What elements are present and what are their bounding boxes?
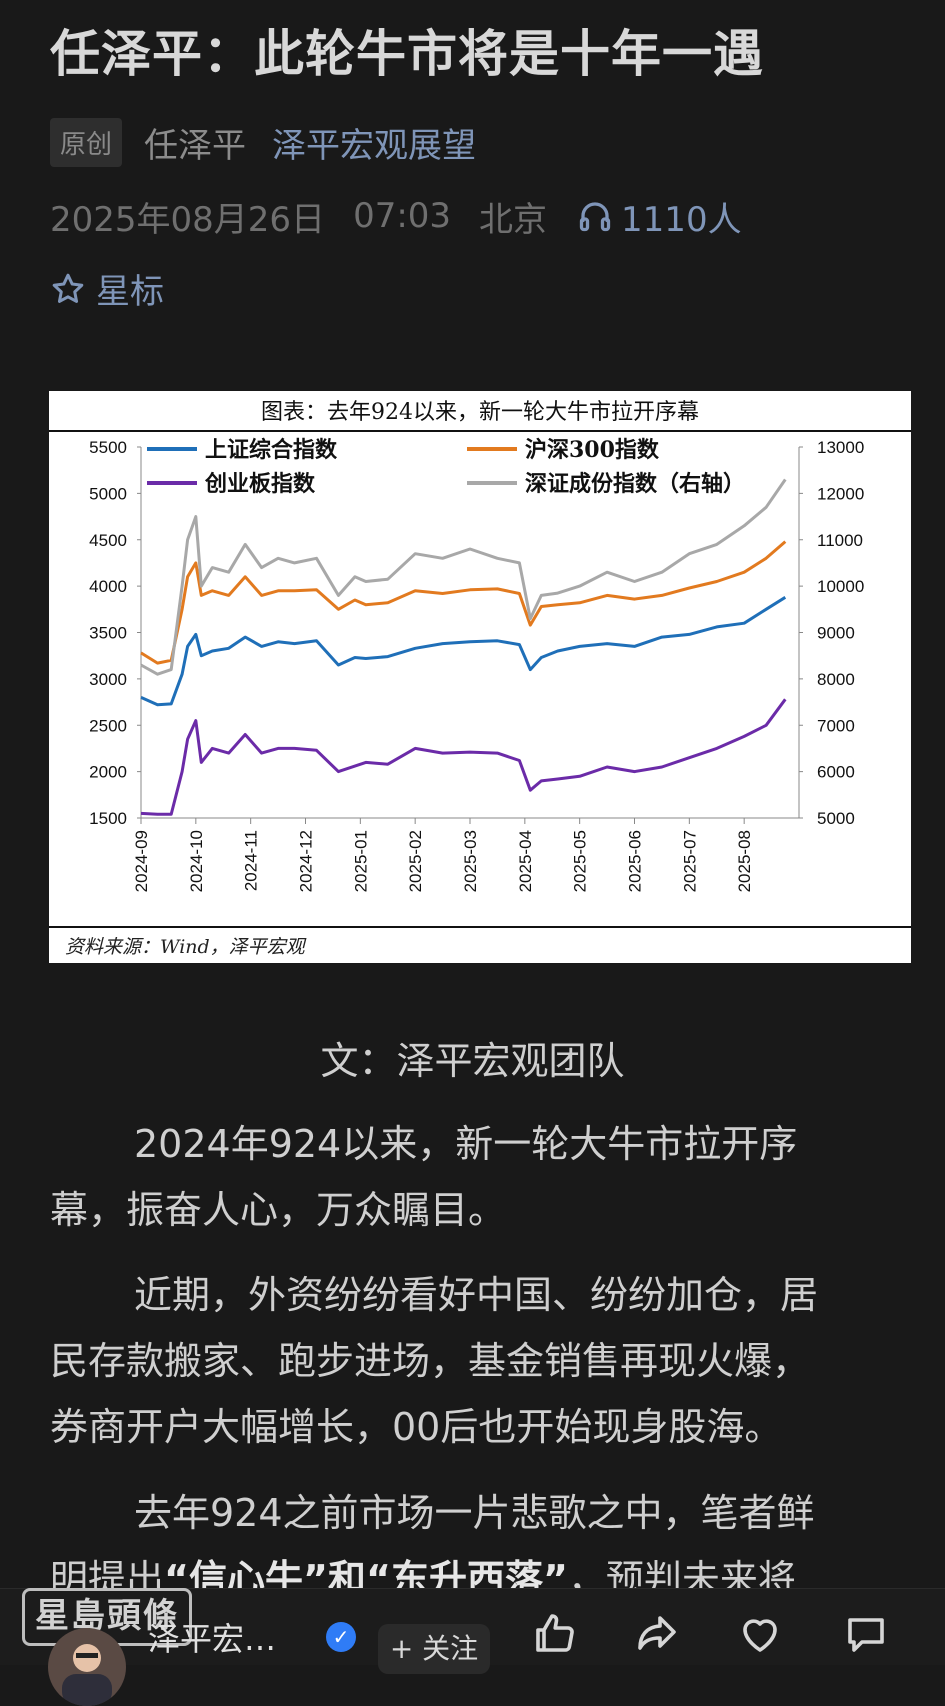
y-right-tick-label: 11000 (817, 531, 863, 550)
chart-caption: 图表：去年924以来，新一轮大牛市拉开序幕 (261, 400, 699, 425)
share-icon[interactable] (632, 1610, 680, 1658)
y-right-tick-label: 6000 (817, 763, 855, 782)
series-line-0 (140, 596, 787, 707)
verified-icon: ✓ (326, 1622, 356, 1652)
account-link[interactable]: 泽平宏观展望 (272, 125, 477, 166)
chart-source: 资料来源：Wind，泽平宏观 (65, 936, 307, 958)
y-left-tick-label: 2500 (89, 716, 127, 735)
paragraph-2: 近期，外资纷纷看好中国、纷纷加仓，居 民存款搬家、跑步进场，基金销售再现火爆， … (50, 1262, 910, 1460)
y-right-tick-label: 13000 (817, 438, 864, 457)
publish-date: 2025年08月26日 (50, 199, 326, 240)
x-tick-label: 2024-10 (187, 830, 206, 892)
x-tick-label: 2025-03 (461, 830, 480, 892)
legend-label-3: 深证成份指数（右轴） (525, 471, 745, 497)
follow-button[interactable]: + 关注 (378, 1624, 490, 1674)
y-right-tick-label: 5000 (817, 809, 855, 828)
index-chart: 图表：去年924以来，新一轮大牛市拉开序幕 资料来源：Wind，泽平宏观 150… (49, 400, 911, 958)
x-tick-label: 2025-08 (735, 830, 754, 892)
x-tick-label: 2025-02 (406, 830, 425, 892)
star-button[interactable]: 星标 (50, 264, 164, 313)
y-right-tick-label: 10000 (817, 577, 864, 596)
legend-label-0: 上证综合指数 (205, 437, 338, 463)
series-line-2 (140, 698, 787, 816)
publish-location: 北京 (479, 199, 548, 240)
listen-button[interactable]: 1110人 (577, 192, 742, 241)
paragraph-1: 2024年924以来，新一轮大牛市拉开序 幕，振奋人心，万众瞩目。 (50, 1111, 910, 1243)
y-right-tick-label: 9000 (817, 624, 855, 643)
comment-icon[interactable] (842, 1610, 890, 1658)
legend-label-2: 创业板指数 (204, 471, 316, 497)
byline: 文：泽平宏观团队 (320, 1039, 625, 1083)
star-label: 星标 (96, 272, 164, 312)
paragraph-2-line-1: 近期，外资纷纷看好中国、纷纷加仓，居 (134, 1273, 819, 1317)
y-left-tick-label: 3000 (89, 670, 127, 689)
paragraph-2-line-2: 民存款搬家、跑步进场，基金销售再现火爆， (50, 1339, 811, 1383)
paragraph-3-line-1: 去年924之前市场一片悲歌之中，笔者鲜 (134, 1491, 815, 1535)
paragraph-1-line-1: 2024年924以来，新一轮大牛市拉开序 (134, 1122, 798, 1166)
like-icon[interactable] (530, 1610, 578, 1658)
series-line-1 (140, 540, 787, 665)
original-tag: 原创 (50, 117, 123, 167)
headphones-icon (579, 202, 611, 232)
article-meta-row: 原创 任泽平 泽平宏观展望 (50, 117, 477, 167)
chart-image[interactable]: 图表：去年924以来，新一轮大牛市拉开序幕 资料来源：Wind，泽平宏观 150… (49, 391, 911, 963)
y-left-tick-label: 5500 (89, 438, 127, 457)
x-tick-label: 2025-05 (571, 830, 590, 892)
series-line-3 (140, 478, 787, 676)
listener-count: 1110人 (621, 199, 742, 240)
author-name[interactable]: 任泽平 (144, 125, 247, 166)
y-left-tick-label: 2000 (89, 763, 127, 782)
y-left-tick-label: 4000 (89, 577, 127, 596)
y-left-tick-label: 4500 (89, 531, 127, 550)
publish-time: 07:03 (353, 196, 452, 236)
y-right-tick-label: 7000 (817, 716, 855, 735)
x-tick-label: 2025-04 (516, 830, 535, 892)
y-right-tick-label: 8000 (817, 670, 855, 689)
x-tick-label: 2025-01 (351, 830, 370, 892)
star-icon (52, 273, 84, 303)
legend-label-1: 沪深300指数 (525, 437, 660, 463)
article-info-row: 2025年08月26日 07:03 北京 1110人 (50, 192, 742, 240)
x-tick-label: 2025-06 (626, 830, 645, 892)
y-left-tick-label: 5000 (89, 484, 127, 503)
x-tick-label: 2025-07 (680, 830, 699, 892)
y-left-tick-label: 3500 (89, 624, 127, 643)
heart-icon[interactable] (736, 1610, 784, 1658)
paragraph-1-line-2: 幕，振奋人心，万众瞩目。 (50, 1188, 507, 1232)
footer-account-name[interactable]: 泽平宏… (148, 1620, 277, 1658)
y-left-tick-label: 1500 (89, 809, 127, 828)
avatar[interactable] (48, 1628, 126, 1706)
x-tick-label: 2024-09 (132, 830, 151, 892)
x-tick-label: 2024-11 (242, 830, 261, 891)
article-title: 任泽平：此轮牛市将是十年一遇 (50, 25, 764, 83)
y-right-tick-label: 12000 (817, 484, 864, 503)
paragraph-2-line-3: 券商开户大幅增长，00后也开始现身股海。 (50, 1405, 783, 1449)
x-tick-label: 2024-12 (297, 830, 316, 892)
